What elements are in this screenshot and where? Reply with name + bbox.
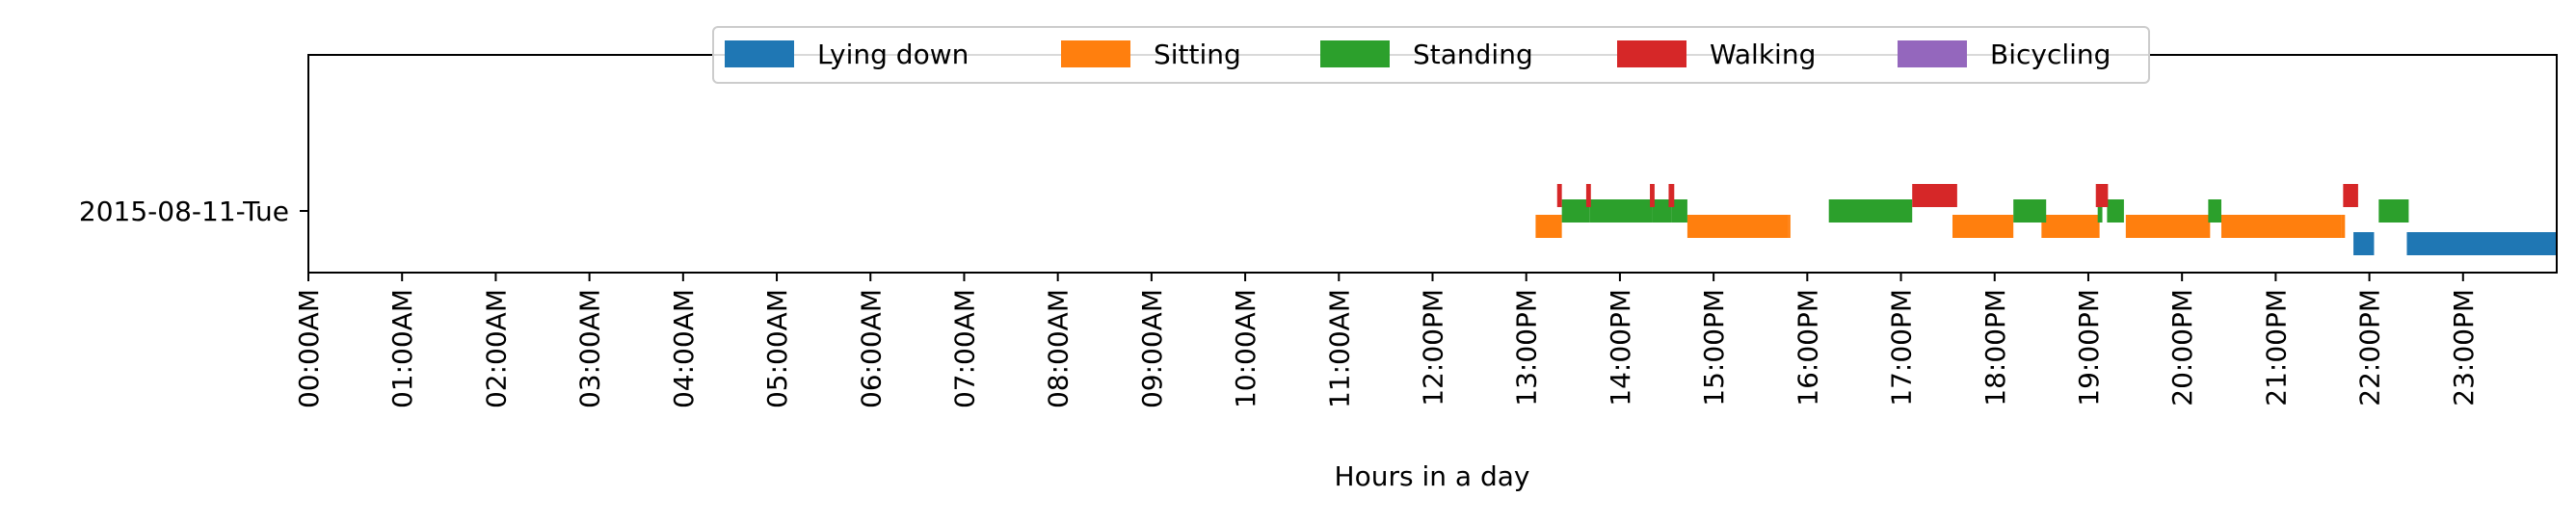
x-tick-label: 03:00AM xyxy=(574,289,606,408)
bar-sitting-5 xyxy=(2125,215,2211,238)
legend-swatch-sitting xyxy=(1061,40,1130,67)
x-tick-label: 02:00AM xyxy=(480,289,512,408)
x-tick-label: 05:00AM xyxy=(761,289,793,408)
bar-sitting-2 xyxy=(1788,215,1791,238)
x-tick-label: 15:00PM xyxy=(1698,289,1730,406)
x-tick-label: 12:00PM xyxy=(1418,289,1449,406)
x-tick-label: 04:00AM xyxy=(668,289,700,408)
x-tick-label: 20:00PM xyxy=(2166,289,2198,406)
x-tick-label: 14:00PM xyxy=(1605,289,1636,406)
bar-standing-3 xyxy=(1671,199,1687,223)
bar-standing-7 xyxy=(2107,199,2124,223)
y-tick-label: 2015-08-11-Tue xyxy=(79,196,289,227)
bar-standing-2 xyxy=(1652,199,1672,223)
bar-walking-0 xyxy=(1556,184,1562,207)
legend-label-walking: Walking xyxy=(1710,39,1816,70)
legend-label-standing: Standing xyxy=(1413,39,1533,70)
x-tick-label: 08:00AM xyxy=(1043,289,1075,408)
bar-walking-6 xyxy=(2343,184,2358,207)
bar-lying-down-1 xyxy=(2406,232,2557,255)
bar-sitting-6 xyxy=(2220,215,2342,238)
bar-sitting-1 xyxy=(1686,215,1789,238)
bar-standing-9 xyxy=(2378,199,2409,223)
x-tick-label: 18:00PM xyxy=(1979,289,2011,406)
x-tick-label: 07:00AM xyxy=(948,289,980,408)
legend-label-lying-down: Lying down xyxy=(817,39,969,70)
legend: Lying down Sitting Standing Walking Bicyclin… xyxy=(712,26,2150,84)
x-tick-label: 17:00PM xyxy=(1886,289,1918,406)
x-tick-label: 10:00AM xyxy=(1230,289,1261,408)
bar-standing-1 xyxy=(1589,199,1653,223)
x-tick-label: 16:00PM xyxy=(1792,289,1823,406)
bar-walking-4 xyxy=(1912,184,1957,207)
x-tick-label: 13:00PM xyxy=(1511,289,1543,406)
x-axis-label: Hours in a day xyxy=(1335,460,1530,492)
x-tick-label: 09:00AM xyxy=(1136,289,1168,408)
bar-standing-4 xyxy=(1828,199,1913,223)
bars-layer xyxy=(1535,184,2557,255)
legend-swatch-standing xyxy=(1320,40,1390,67)
plot-area-frame xyxy=(307,54,2558,274)
x-tick-label: 01:00AM xyxy=(386,289,418,408)
bar-walking-2 xyxy=(1650,184,1655,207)
x-tick-label: 06:00AM xyxy=(855,289,887,408)
bar-standing-8 xyxy=(2208,199,2221,223)
bar-standing-0 xyxy=(1561,199,1590,223)
x-tick-label: 23:00PM xyxy=(2448,289,2480,406)
bar-walking-1 xyxy=(1585,184,1591,207)
bar-sitting-7 xyxy=(2341,215,2346,238)
bar-lying-down-0 xyxy=(2353,232,2375,255)
y-axis: 2015-08-11-Tue xyxy=(79,196,308,227)
legend-label-sitting: Sitting xyxy=(1154,39,1241,70)
bar-sitting-0 xyxy=(1535,215,1562,238)
x-tick-label: 19:00PM xyxy=(2073,289,2105,406)
legend-swatch-bicycling xyxy=(1898,40,1967,67)
x-tick-label: 11:00AM xyxy=(1323,289,1355,408)
bar-walking-5 xyxy=(2095,184,2109,207)
x-tick-label: 00:00AM xyxy=(293,289,325,408)
legend-swatch-lying-down xyxy=(725,40,794,67)
x-tick-label: 21:00PM xyxy=(2260,289,2292,406)
legend-label-bicycling: Bicycling xyxy=(1990,39,2111,70)
bar-sitting-4 xyxy=(2041,215,2100,238)
legend-swatch-walking xyxy=(1617,40,1686,67)
bar-walking-3 xyxy=(1668,184,1675,207)
bar-standing-6 xyxy=(2097,199,2103,223)
bar-sitting-3 xyxy=(1952,215,2014,238)
x-axis: 00:00AM 01:00AM 02:00AM 03:00AM 04:00AM 05:00… xyxy=(293,273,2480,408)
bar-standing-5 xyxy=(2013,199,2047,223)
x-tick-label: 22:00PM xyxy=(2354,289,2386,406)
